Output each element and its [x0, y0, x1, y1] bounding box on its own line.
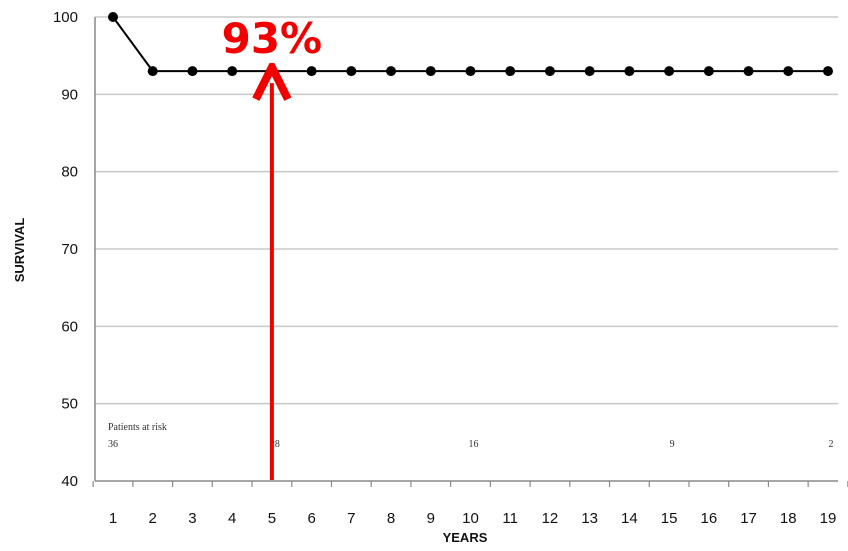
x-tick-label: 9	[427, 510, 435, 527]
x-tick-label: 2	[149, 510, 157, 527]
x-tick-label: 17	[740, 510, 757, 527]
x-tick-label: 19	[820, 510, 837, 527]
x-tick-label: 13	[581, 510, 598, 527]
series-layer	[108, 12, 833, 77]
data-point	[108, 12, 118, 22]
data-point	[147, 66, 158, 77]
data-point	[346, 66, 357, 77]
y-tick-label: 50	[61, 396, 78, 413]
data-point	[624, 66, 635, 77]
data-point	[664, 66, 675, 77]
x-tick-label: 7	[347, 510, 355, 527]
data-point	[743, 66, 754, 77]
patients-at-risk-count: 28	[270, 439, 280, 450]
series-line	[112, 16, 828, 73]
data-point	[386, 66, 397, 77]
data-point	[584, 66, 595, 77]
x-tick-label: 1	[109, 510, 117, 527]
patients-at-risk-count: 2	[829, 439, 834, 450]
data-point	[505, 66, 516, 77]
data-point	[703, 66, 714, 77]
x-axis-title: YEARS	[443, 530, 488, 545]
x-tick-label: 15	[661, 510, 678, 527]
x-tick-label: 11	[502, 510, 518, 527]
patients-at-risk-count: 36	[108, 439, 118, 450]
y-tick-label: 40	[61, 473, 78, 490]
y-tick-label: 90	[61, 86, 78, 103]
y-tick-label: 70	[61, 241, 78, 258]
annotation-layer: 93%	[222, 14, 323, 480]
patients-at-risk-label: Patients at risk	[108, 422, 167, 433]
x-tick-label: 12	[542, 510, 559, 527]
patients-at-risk-count: 9	[670, 439, 675, 450]
data-point	[465, 66, 476, 77]
data-point	[306, 66, 317, 77]
data-point	[187, 66, 198, 77]
x-tick-label: 10	[462, 510, 479, 527]
x-tick-label: 3	[188, 510, 196, 527]
y-tick-label: 60	[61, 318, 78, 335]
x-tick-label: 18	[780, 510, 797, 527]
x-tick-label: 6	[307, 510, 315, 527]
grid-lines	[95, 16, 838, 405]
data-point	[227, 66, 238, 77]
y-tick-label: 80	[61, 164, 78, 181]
patients-at-risk-count: 16	[469, 439, 479, 450]
x-tick-label: 8	[387, 510, 395, 527]
x-tick-label: 14	[621, 510, 638, 527]
x-tick-label: 4	[228, 510, 236, 527]
y-axis-title: SURVIVAL	[12, 218, 27, 283]
data-point	[823, 66, 833, 77]
x-tick-label: 5	[268, 510, 276, 527]
annotation-label: 93%	[222, 14, 323, 63]
data-point	[266, 66, 277, 77]
data-point	[425, 66, 436, 77]
patients-at-risk-table: Patients at risk 36 28 16 9 2	[108, 422, 834, 450]
x-tick-label: 16	[700, 510, 717, 527]
data-point	[544, 66, 555, 77]
y-tick-label: 100	[53, 9, 78, 26]
data-point	[783, 66, 794, 77]
